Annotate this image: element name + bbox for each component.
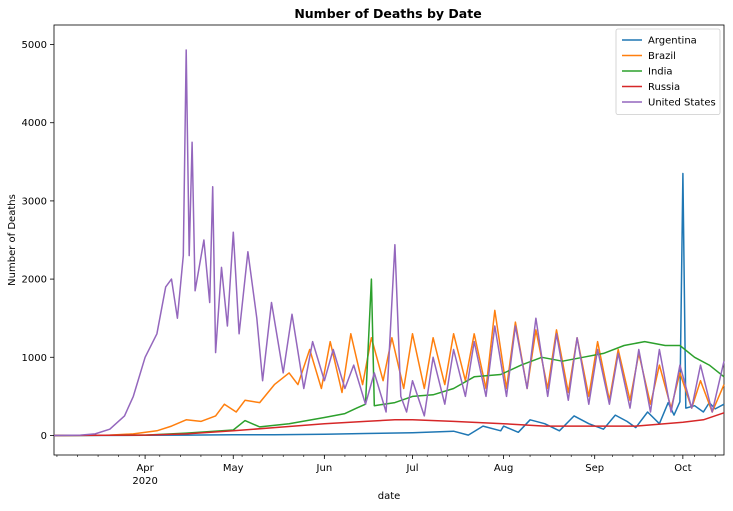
x-tick-label: Aug <box>494 463 514 474</box>
x-tick-label: Jul <box>405 463 418 474</box>
y-tick-label: 5000 <box>22 40 47 51</box>
series-line-brazil <box>53 309 725 437</box>
series-lines <box>53 49 725 437</box>
x-tick-label: Oct <box>674 463 691 474</box>
series-line-india <box>53 278 725 437</box>
legend: Argentina Brazil India Russia United States <box>615 28 721 115</box>
legend-label: United States <box>648 98 716 109</box>
chart-title: Number of Deaths by Date <box>294 6 481 21</box>
y-tick-label: 1000 <box>22 353 47 364</box>
legend-label: Russia <box>648 82 680 93</box>
y-axis: 0 1000 2000 3000 4000 5000 <box>22 40 54 442</box>
x-axis-label: date <box>378 491 401 502</box>
x-tick-label: May <box>223 463 244 474</box>
x-tick-sublabel: 2020 <box>132 476 157 487</box>
legend-box <box>615 28 721 115</box>
legend-label: Brazil <box>648 51 676 62</box>
y-axis-label: Number of Deaths <box>7 194 18 286</box>
y-tick-label: 0 <box>41 431 47 442</box>
y-tick-label: 3000 <box>22 196 47 207</box>
y-tick-label: 4000 <box>22 118 47 129</box>
x-tick-label: Jun <box>316 463 333 474</box>
legend-label: India <box>648 67 673 78</box>
x-axis: Apr 2020 May Jun Jul Aug Sep Oct <box>56 455 716 487</box>
y-tick-label: 2000 <box>22 275 47 286</box>
series-line-russia <box>53 412 725 437</box>
legend-label: Argentina <box>648 36 697 47</box>
plot-area <box>53 24 725 456</box>
series-line-argentina <box>53 172 725 437</box>
series-line-united-states <box>53 49 725 437</box>
x-tick-label: Sep <box>585 463 604 474</box>
x-tick-label: Apr <box>136 463 154 474</box>
